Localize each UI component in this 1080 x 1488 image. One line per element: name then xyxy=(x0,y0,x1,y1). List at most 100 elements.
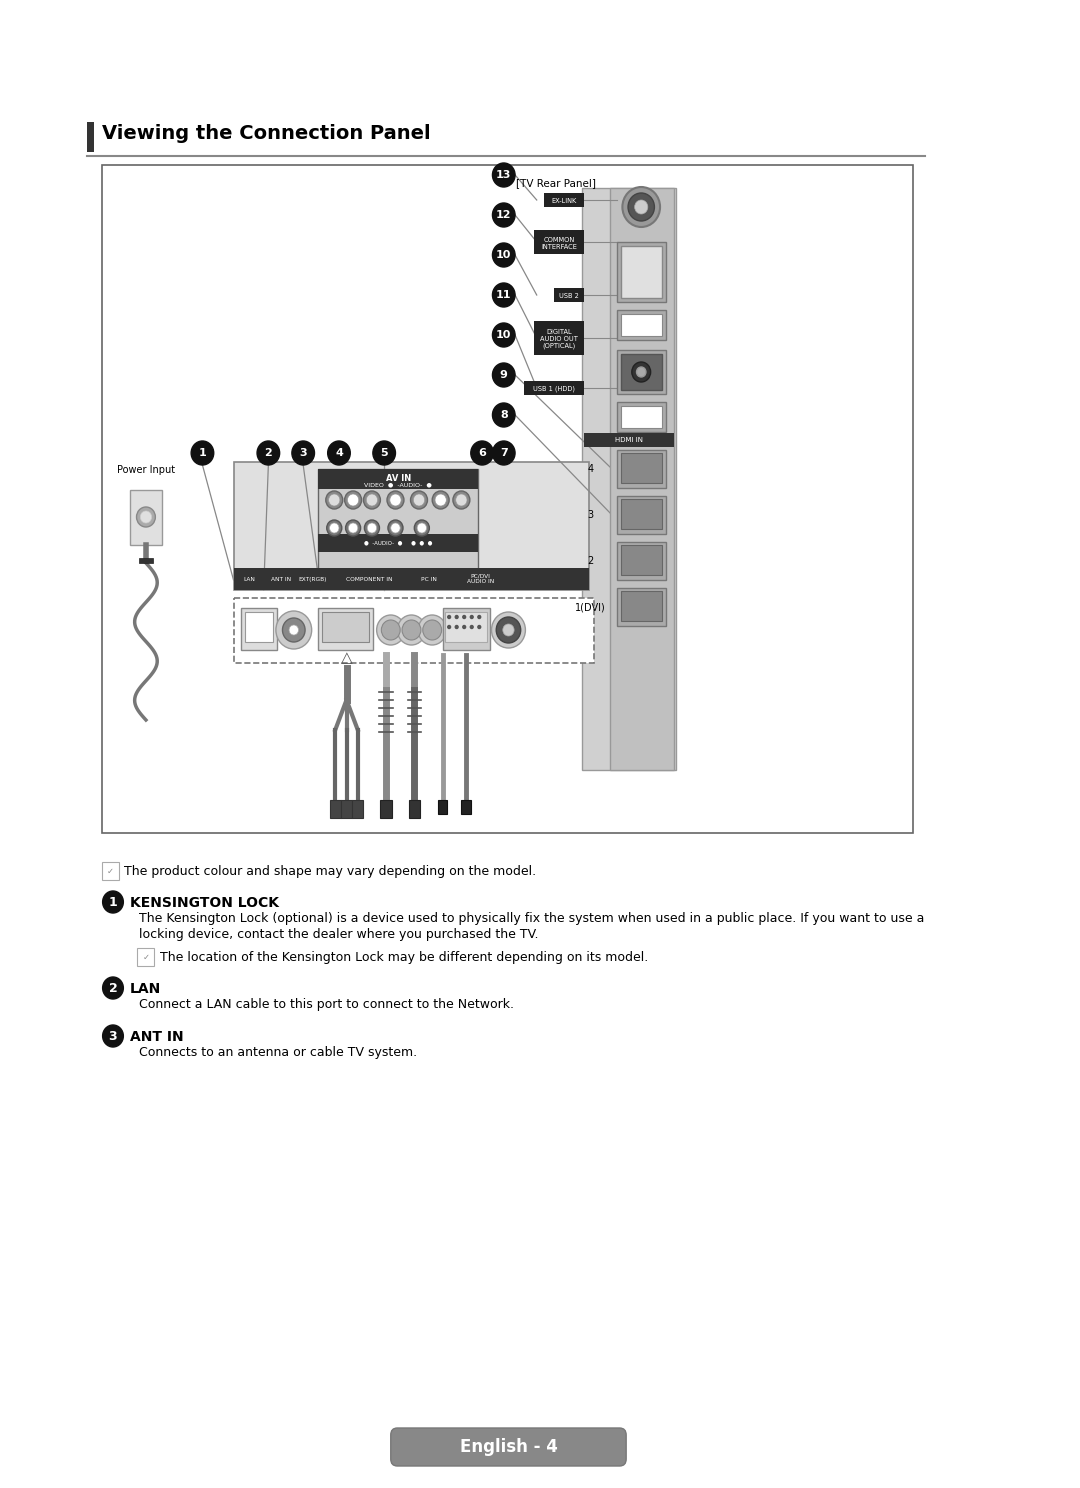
Bar xyxy=(554,289,584,302)
Circle shape xyxy=(391,522,401,533)
Circle shape xyxy=(327,440,350,466)
Bar xyxy=(443,609,489,650)
Bar xyxy=(233,461,590,591)
Bar xyxy=(102,165,914,833)
Text: 1: 1 xyxy=(109,896,118,909)
Circle shape xyxy=(492,283,515,307)
Bar xyxy=(524,381,584,394)
Bar xyxy=(86,122,94,152)
Bar xyxy=(445,612,487,641)
Bar xyxy=(617,588,665,626)
Circle shape xyxy=(422,620,442,640)
Circle shape xyxy=(390,494,401,506)
Text: USB 1 (HDD): USB 1 (HDD) xyxy=(534,385,575,393)
Text: VIDEO  ●  -AUDIO-  ●: VIDEO ● -AUDIO- ● xyxy=(364,482,432,487)
Circle shape xyxy=(496,618,521,643)
Circle shape xyxy=(477,625,481,628)
Circle shape xyxy=(283,618,305,641)
Text: 2: 2 xyxy=(265,448,272,458)
Text: 3: 3 xyxy=(109,1030,118,1043)
Text: 2: 2 xyxy=(588,557,594,565)
Bar xyxy=(621,354,662,390)
Circle shape xyxy=(373,440,395,466)
Circle shape xyxy=(345,491,362,509)
Circle shape xyxy=(364,491,380,509)
Bar xyxy=(584,433,674,446)
Circle shape xyxy=(470,616,473,619)
Circle shape xyxy=(327,519,341,536)
Text: 4: 4 xyxy=(588,464,593,475)
Text: AV IN: AV IN xyxy=(386,475,410,484)
Circle shape xyxy=(366,494,378,506)
Circle shape xyxy=(292,440,314,466)
Text: USB 2: USB 2 xyxy=(558,293,579,299)
Bar xyxy=(617,542,665,580)
Circle shape xyxy=(387,491,404,509)
Bar xyxy=(137,948,154,966)
Circle shape xyxy=(418,615,446,644)
Circle shape xyxy=(636,368,646,376)
Bar xyxy=(139,558,152,562)
Text: 1: 1 xyxy=(199,448,206,458)
Bar xyxy=(322,612,369,641)
Bar xyxy=(535,231,584,254)
Text: 11: 11 xyxy=(496,290,512,301)
Text: 3: 3 xyxy=(299,448,307,458)
Circle shape xyxy=(492,403,515,427)
Circle shape xyxy=(103,1025,123,1048)
Circle shape xyxy=(463,616,465,619)
Bar xyxy=(617,496,665,534)
Text: ✓: ✓ xyxy=(107,866,113,875)
Text: 10: 10 xyxy=(496,250,512,260)
Text: English - 4: English - 4 xyxy=(459,1437,557,1455)
Text: 9: 9 xyxy=(500,371,508,379)
Bar xyxy=(617,449,665,488)
Bar xyxy=(319,469,478,573)
Text: Viewing the Connection Panel: Viewing the Connection Panel xyxy=(102,124,430,143)
Bar xyxy=(544,193,584,207)
Bar xyxy=(621,246,662,298)
Bar xyxy=(535,321,584,356)
Circle shape xyxy=(388,519,403,536)
Text: ●  -AUDIO-  ●     ●  ●  ●: ● -AUDIO- ● ● ● ● xyxy=(364,540,432,546)
Text: The location of the Kensington Lock may be different depending on its model.: The location of the Kensington Lock may … xyxy=(160,951,648,964)
Bar xyxy=(437,801,447,814)
Circle shape xyxy=(448,625,450,628)
Circle shape xyxy=(140,510,151,522)
Bar xyxy=(130,490,162,545)
Text: ✓: ✓ xyxy=(143,952,149,961)
Bar xyxy=(621,591,662,620)
Text: 10: 10 xyxy=(496,330,512,339)
Circle shape xyxy=(456,494,467,506)
Circle shape xyxy=(417,522,427,533)
Circle shape xyxy=(477,616,481,619)
Bar xyxy=(621,452,662,484)
Bar xyxy=(319,609,373,650)
Circle shape xyxy=(402,620,421,640)
Circle shape xyxy=(463,625,465,628)
Bar xyxy=(461,801,471,814)
Circle shape xyxy=(191,440,214,466)
Circle shape xyxy=(364,519,379,536)
Circle shape xyxy=(492,164,515,187)
Circle shape xyxy=(432,491,449,509)
Text: △: △ xyxy=(340,650,352,665)
Circle shape xyxy=(348,494,359,506)
Bar xyxy=(352,801,364,818)
Circle shape xyxy=(367,522,377,533)
Text: 2: 2 xyxy=(109,982,118,994)
Bar xyxy=(617,310,665,339)
Circle shape xyxy=(381,620,401,640)
Bar xyxy=(341,801,352,818)
Text: PC/DVI
AUDIO IN: PC/DVI AUDIO IN xyxy=(467,573,494,585)
Bar xyxy=(617,402,665,432)
Bar xyxy=(621,406,662,429)
Text: Power Input: Power Input xyxy=(117,466,175,475)
Text: The Kensington Lock (optional) is a device used to physically fix the system whe: The Kensington Lock (optional) is a devi… xyxy=(139,912,924,926)
Circle shape xyxy=(435,494,446,506)
Circle shape xyxy=(410,491,428,509)
Bar xyxy=(621,545,662,574)
Text: 7: 7 xyxy=(500,448,508,458)
Bar xyxy=(233,568,590,591)
Bar xyxy=(617,350,665,394)
